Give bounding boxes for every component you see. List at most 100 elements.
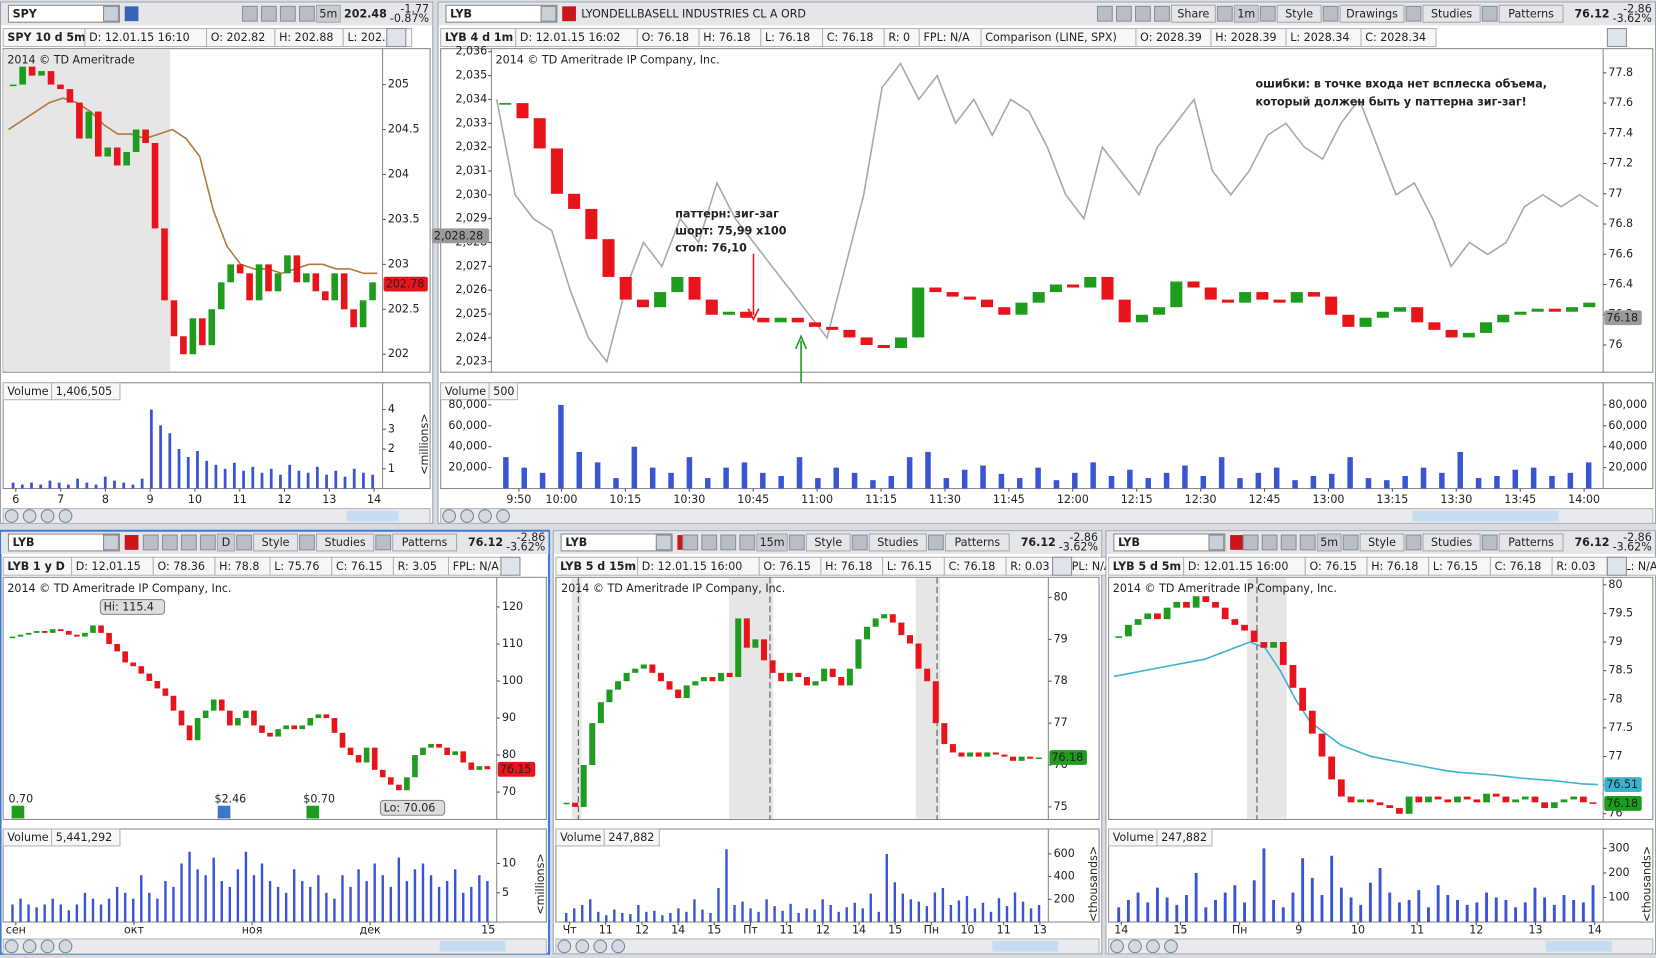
- symbol-dropdown[interactable]: [655, 534, 672, 551]
- zoom-control[interactable]: [58, 939, 73, 954]
- link-icon[interactable]: [124, 535, 139, 550]
- scrollbar[interactable]: [1108, 938, 1654, 955]
- toolbar-button[interactable]: [1422, 4, 1481, 23]
- zoom-control[interactable]: [40, 509, 55, 523]
- toolbar-icon[interactable]: [260, 5, 277, 22]
- toolbar-button[interactable]: [1498, 4, 1564, 23]
- link-icon[interactable]: [124, 6, 139, 22]
- dividend-icon[interactable]: [11, 805, 25, 819]
- toolbar-button[interactable]: [944, 533, 1010, 552]
- zoom-control[interactable]: [557, 939, 572, 954]
- link-icon[interactable]: [1230, 535, 1244, 550]
- toolbar-icon[interactable]: [927, 534, 944, 551]
- toolbar-icon[interactable]: [1261, 534, 1278, 551]
- symbol-box[interactable]: [7, 4, 120, 23]
- zoom-control[interactable]: [22, 939, 37, 954]
- toolbar-icon[interactable]: [682, 534, 699, 551]
- zoom-control[interactable]: [1128, 939, 1142, 954]
- toolbar-icon[interactable]: [298, 5, 315, 22]
- toolbar-icon[interactable]: [1481, 5, 1498, 22]
- toolbar-icon[interactable]: [375, 534, 392, 551]
- toolbar-button[interactable]: [1422, 533, 1481, 552]
- chart-settings-icon[interactable]: [500, 556, 521, 576]
- toolbar-button[interactable]: [868, 533, 927, 552]
- toolbar-button[interactable]: [1339, 4, 1405, 23]
- toolbar-icon[interactable]: [142, 534, 159, 551]
- toolbar-icon[interactable]: [299, 534, 315, 551]
- symbol-box[interactable]: [445, 4, 558, 23]
- zoom-control[interactable]: [1110, 939, 1124, 954]
- zoom-control[interactable]: [4, 509, 19, 523]
- toolbar-button[interactable]: [253, 533, 299, 552]
- toolbar-icon[interactable]: [1405, 5, 1422, 22]
- zoom-control[interactable]: [4, 939, 19, 954]
- toolbar-icon[interactable]: [720, 534, 737, 551]
- dividend-icon[interactable]: [217, 805, 231, 819]
- toolbar-icon[interactable]: [1280, 534, 1297, 551]
- zoom-control[interactable]: [593, 939, 608, 954]
- chart-settings-icon[interactable]: [1606, 28, 1627, 48]
- zoom-control[interactable]: [611, 939, 626, 954]
- toolbar-icon[interactable]: [1096, 5, 1113, 22]
- zoom-control[interactable]: [1146, 939, 1160, 954]
- toolbar-icon[interactable]: [1405, 534, 1422, 551]
- toolbar-icon[interactable]: [199, 534, 216, 551]
- toolbar-icon[interactable]: [739, 534, 756, 551]
- toolbar-button[interactable]: [756, 533, 788, 552]
- scrollbar-thumb[interactable]: [346, 510, 399, 522]
- symbol-dropdown[interactable]: [1208, 534, 1225, 551]
- toolbar-button[interactable]: [315, 533, 375, 552]
- toolbar-icon[interactable]: [1154, 5, 1170, 22]
- toolbar-icon[interactable]: [180, 534, 197, 551]
- dividend-icon[interactable]: [306, 805, 320, 819]
- zoom-control[interactable]: [58, 509, 73, 523]
- toolbar-icon[interactable]: [1481, 534, 1498, 551]
- zoom-control[interactable]: [478, 509, 492, 523]
- zoom-control[interactable]: [460, 509, 474, 523]
- symbol-dropdown[interactable]: [103, 534, 119, 551]
- zoom-control[interactable]: [575, 939, 590, 954]
- toolbar-icon[interactable]: [1242, 534, 1259, 551]
- scrollbar[interactable]: [2, 508, 431, 524]
- toolbar-button[interactable]: [1170, 4, 1216, 23]
- toolbar-button[interactable]: [392, 533, 458, 552]
- zoom-control[interactable]: [1164, 939, 1178, 954]
- symbol-dropdown[interactable]: [540, 5, 557, 22]
- symbol-box[interactable]: [1113, 533, 1226, 552]
- toolbar-icon[interactable]: [1299, 534, 1316, 551]
- toolbar-icon[interactable]: [701, 534, 718, 551]
- toolbar-button[interactable]: [1276, 4, 1322, 23]
- scrollbar-thumb[interactable]: [992, 941, 1059, 952]
- zoom-control[interactable]: [496, 509, 510, 523]
- symbol-box[interactable]: [7, 533, 120, 552]
- scrollbar-thumb[interactable]: [439, 941, 506, 952]
- scrollbar-thumb[interactable]: [1545, 941, 1612, 952]
- chart-settings-icon[interactable]: [1052, 556, 1073, 576]
- scrollbar[interactable]: [440, 508, 1654, 524]
- symbol-dropdown[interactable]: [103, 5, 119, 22]
- toolbar-icon[interactable]: [851, 534, 868, 551]
- toolbar-icon[interactable]: [1259, 5, 1276, 22]
- toolbar-icon[interactable]: [279, 5, 296, 22]
- chart-settings-icon[interactable]: [1606, 556, 1627, 576]
- toolbar-button[interactable]: [805, 533, 851, 552]
- toolbar-button[interactable]: [216, 533, 236, 552]
- toolbar-icon[interactable]: [1342, 534, 1359, 551]
- toolbar-button[interactable]: [315, 4, 341, 23]
- scrollbar[interactable]: [555, 938, 1100, 955]
- chart-settings-icon[interactable]: [386, 28, 407, 48]
- toolbar-icon[interactable]: [241, 5, 258, 22]
- zoom-control[interactable]: [22, 509, 37, 523]
- toolbar-icon[interactable]: [1322, 5, 1339, 22]
- toolbar-icon[interactable]: [236, 534, 253, 551]
- toolbar-icon[interactable]: [1115, 5, 1132, 22]
- toolbar-button[interactable]: [1498, 533, 1564, 552]
- zoom-control[interactable]: [442, 509, 457, 523]
- toolbar-button[interactable]: [1316, 533, 1342, 552]
- scrollbar[interactable]: [2, 938, 547, 955]
- toolbar-icon[interactable]: [1134, 5, 1151, 22]
- toolbar-icon[interactable]: [788, 534, 805, 551]
- zoom-control[interactable]: [40, 939, 55, 954]
- toolbar-button[interactable]: [1233, 4, 1259, 23]
- symbol-box[interactable]: [560, 533, 673, 552]
